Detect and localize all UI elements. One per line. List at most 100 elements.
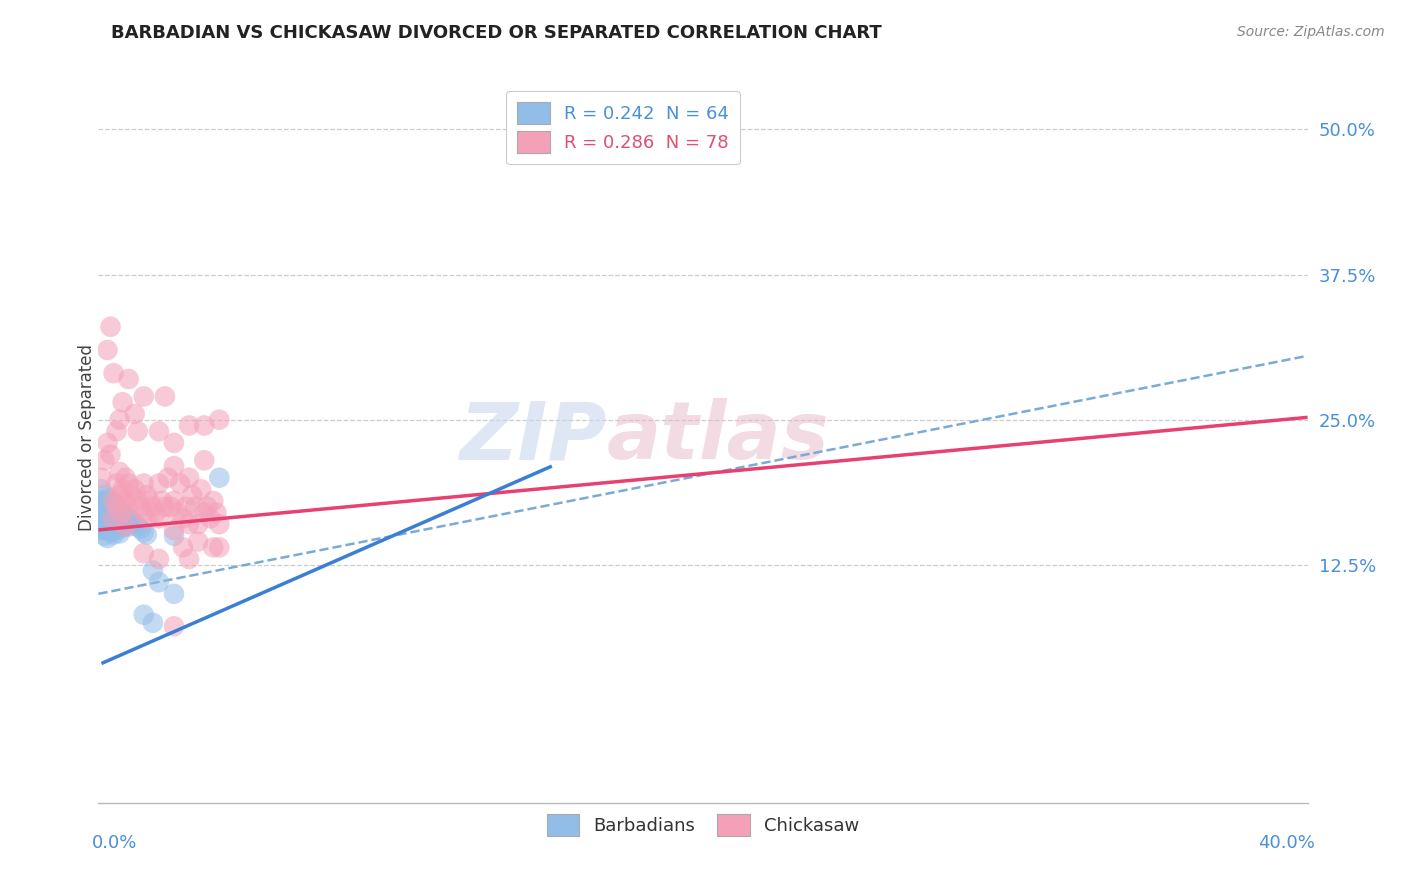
Point: [118, 476, 141, 491]
Point: [100, 494, 122, 508]
Point: [96, 531, 118, 545]
Text: ZIP: ZIP: [458, 398, 606, 476]
Point: [114, 471, 136, 485]
Point: [202, 494, 225, 508]
Point: [108, 526, 131, 541]
Point: [124, 407, 146, 421]
Point: [163, 436, 186, 450]
Point: [96, 436, 118, 450]
Point: [90, 523, 112, 537]
Point: [208, 471, 231, 485]
Point: [90, 471, 112, 485]
Point: [114, 494, 136, 508]
Point: [100, 517, 122, 532]
Point: [163, 529, 186, 543]
Point: [105, 476, 128, 491]
Point: [193, 506, 215, 520]
Point: [135, 488, 157, 502]
Point: [142, 564, 165, 578]
Point: [208, 412, 231, 426]
Point: [103, 527, 125, 541]
Point: [156, 471, 179, 485]
Point: [193, 453, 215, 467]
Point: [135, 527, 157, 541]
Point: [139, 494, 162, 508]
Point: [118, 519, 141, 533]
Point: [179, 471, 201, 485]
Point: [132, 546, 155, 560]
Point: [105, 424, 128, 438]
Point: [118, 500, 141, 514]
Point: [108, 465, 131, 479]
Point: [124, 516, 146, 530]
Point: [111, 483, 134, 497]
Point: [148, 511, 170, 525]
Point: [121, 488, 143, 502]
Point: [193, 418, 215, 433]
Point: [96, 503, 118, 517]
Point: [105, 500, 128, 514]
Point: [103, 366, 125, 380]
Point: [103, 511, 125, 525]
Point: [96, 508, 118, 522]
Point: [93, 500, 115, 514]
Point: [96, 343, 118, 357]
Text: Source: ZipAtlas.com: Source: ZipAtlas.com: [1237, 25, 1385, 39]
Point: [90, 483, 112, 497]
Point: [108, 503, 131, 517]
Point: [108, 412, 131, 426]
Y-axis label: Divorced or Separated: Divorced or Separated: [79, 343, 96, 531]
Point: [93, 496, 115, 510]
Point: [93, 514, 115, 528]
Point: [103, 496, 125, 510]
Point: [172, 541, 194, 555]
Point: [184, 500, 207, 514]
Point: [160, 500, 183, 514]
Point: [100, 510, 122, 524]
Point: [90, 519, 112, 533]
Point: [114, 516, 136, 530]
Point: [100, 525, 122, 540]
Point: [153, 500, 176, 514]
Point: [100, 448, 122, 462]
Point: [148, 424, 170, 438]
Point: [208, 517, 231, 532]
Point: [142, 615, 165, 630]
Text: 0.0%: 0.0%: [91, 834, 136, 852]
Point: [163, 587, 186, 601]
Point: [96, 515, 118, 529]
Point: [132, 525, 155, 540]
Point: [195, 500, 218, 514]
Point: [100, 502, 122, 516]
Point: [96, 523, 118, 537]
Point: [135, 511, 157, 525]
Point: [118, 511, 141, 525]
Point: [127, 494, 149, 508]
Point: [103, 504, 125, 518]
Point: [129, 500, 152, 514]
Point: [90, 494, 112, 508]
Point: [90, 508, 112, 522]
Point: [105, 515, 128, 529]
Point: [90, 503, 112, 517]
Point: [179, 418, 201, 433]
Point: [105, 523, 128, 537]
Point: [103, 494, 125, 508]
Point: [163, 619, 186, 633]
Legend: Barbadians, Chickasaw: Barbadians, Chickasaw: [537, 805, 869, 845]
Point: [150, 494, 173, 508]
Point: [132, 607, 155, 622]
Point: [93, 506, 115, 520]
Point: [108, 511, 131, 525]
Point: [93, 488, 115, 502]
Point: [148, 476, 170, 491]
Point: [208, 541, 231, 555]
Text: BARBADIAN VS CHICKASAW DIVORCED OR SEPARATED CORRELATION CHART: BARBADIAN VS CHICKASAW DIVORCED OR SEPAR…: [111, 24, 882, 42]
Point: [124, 483, 146, 497]
Point: [127, 424, 149, 438]
Point: [142, 500, 165, 514]
Point: [90, 515, 112, 529]
Point: [90, 500, 112, 514]
Point: [148, 552, 170, 566]
Point: [111, 395, 134, 409]
